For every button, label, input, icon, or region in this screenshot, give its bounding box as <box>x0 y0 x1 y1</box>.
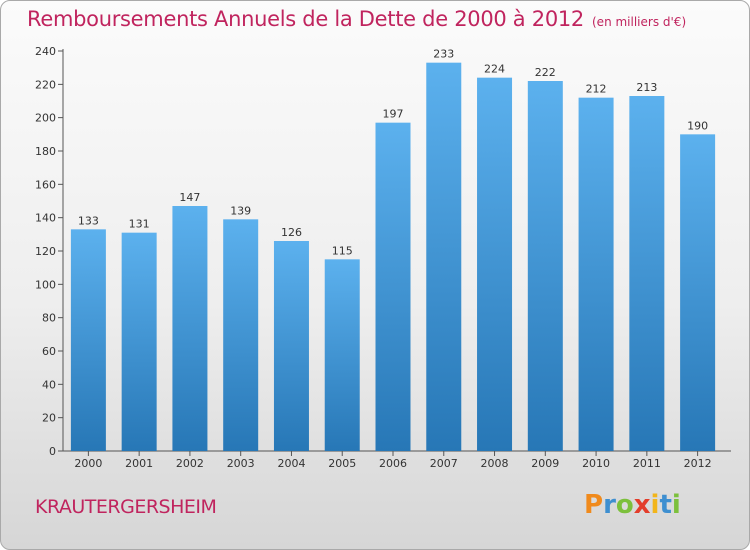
chart-title-text: Remboursements Annuels de la Dette de 20… <box>27 7 584 31</box>
y-tick-label: 120 <box>35 245 56 258</box>
commune-name: KRAUTERGERSHEIM <box>35 496 217 518</box>
y-tick-label: 80 <box>42 312 56 325</box>
y-tick-label: 160 <box>35 178 56 191</box>
x-tick-label: 2000 <box>74 457 102 470</box>
y-tick-label: 60 <box>42 345 56 358</box>
bar-value-label: 213 <box>636 81 657 94</box>
x-tick-label: 2002 <box>176 457 204 470</box>
logo-letter: i <box>650 490 660 520</box>
bar <box>273 241 309 451</box>
value-labels: 133 131 147 139 126 115 197 233 224 222 212 213 190 <box>78 48 708 258</box>
y-tick-label: 180 <box>35 145 56 158</box>
chart-unit: (en milliers d'€) <box>592 15 687 29</box>
bar <box>578 97 614 452</box>
logo-letter: o <box>615 490 634 520</box>
bar-value-label: 131 <box>129 218 150 231</box>
y-tick-label: 220 <box>35 78 56 91</box>
x-tick-label: 2005 <box>328 457 356 470</box>
bar <box>70 229 106 451</box>
x-tick-label: 2004 <box>277 457 305 470</box>
chart-title: Remboursements Annuels de la Dette de 20… <box>27 7 686 31</box>
x-tick-label: 2003 <box>227 457 255 470</box>
logo-letter: P <box>584 490 604 520</box>
bar <box>375 122 411 452</box>
x-tick-label: 2009 <box>531 457 559 470</box>
bar <box>680 134 716 452</box>
x-tick-label: 2007 <box>430 457 458 470</box>
y-tick-label: 200 <box>35 112 56 125</box>
y-tick-label: 100 <box>35 278 56 291</box>
bar-value-label: 212 <box>586 83 607 96</box>
x-axis: 2000 2001 2002 2003 2004 2005 2006 2007 2008 2009… <box>63 450 731 470</box>
logo-letter: i <box>671 490 681 520</box>
y-tick-label: 240 <box>35 45 56 58</box>
x-tick-label: 2010 <box>582 457 610 470</box>
bar <box>324 259 360 451</box>
bar-value-label: 197 <box>383 108 404 121</box>
bar-value-label: 233 <box>433 48 454 61</box>
x-tick-label: 2001 <box>125 457 153 470</box>
proxiti-logo: Proxiti <box>584 490 681 520</box>
y-axis: 0 20 40 60 80 100 120 140 160 180 200 220 240 <box>35 45 64 458</box>
bar <box>477 77 513 452</box>
y-tick-label: 20 <box>42 412 56 425</box>
y-tick-label: 40 <box>42 378 56 391</box>
bar-value-label: 133 <box>78 214 99 227</box>
y-tick-label: 0 <box>49 445 56 458</box>
x-tick-label: 2011 <box>633 457 661 470</box>
bar <box>223 219 259 451</box>
bars <box>70 62 716 452</box>
bar <box>527 81 563 451</box>
x-tick-label: 2012 <box>684 457 712 470</box>
bar-value-label: 126 <box>281 226 302 239</box>
bar-value-label: 224 <box>484 63 505 76</box>
bar <box>629 96 665 451</box>
bar-value-label: 115 <box>332 244 353 257</box>
bar <box>172 206 208 451</box>
bar-value-label: 139 <box>230 204 251 217</box>
bar-value-label: 190 <box>687 119 708 132</box>
bar-value-label: 222 <box>535 66 556 79</box>
bar-value-label: 147 <box>179 191 200 204</box>
logo-letter: x <box>633 490 651 520</box>
bar <box>426 62 462 452</box>
x-tick-label: 2006 <box>379 457 407 470</box>
x-tick-label: 2008 <box>481 457 509 470</box>
bar <box>121 232 157 451</box>
logo-letter: r <box>603 490 616 520</box>
logo-letter: t <box>659 490 672 520</box>
y-tick-label: 140 <box>35 212 56 225</box>
